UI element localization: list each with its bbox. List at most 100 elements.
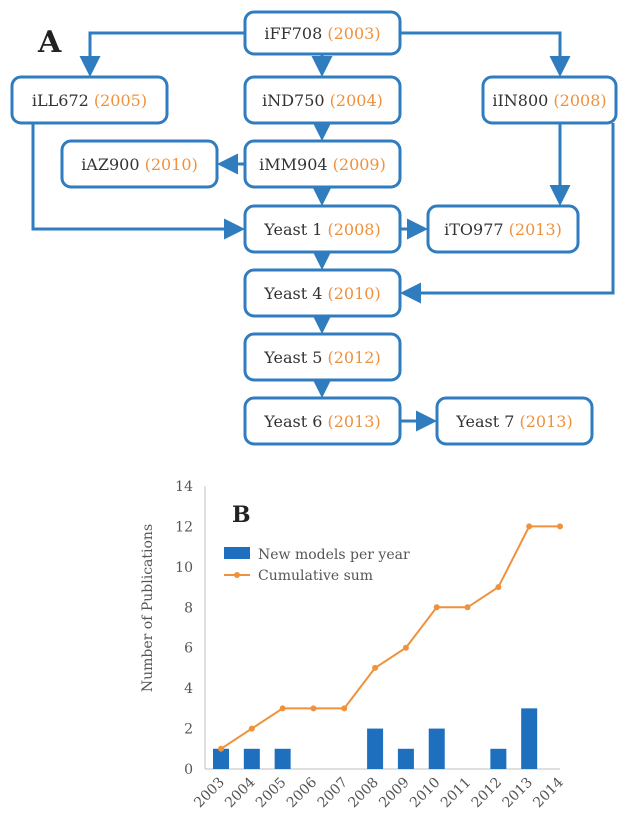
- publications-chart: B Number of Publications 0 2 4 6 8 10 12 14 2003…: [140, 479, 567, 812]
- node-yeast5: Yeast 5 (2012): [243, 332, 402, 382]
- cumulative-point-2009: [402, 644, 409, 651]
- node-name: Yeast 4: [263, 284, 322, 303]
- cumulative-line: [218, 523, 563, 752]
- edge-ill672-to-yeast1: [31, 123, 245, 240]
- node-box: [243, 75, 402, 125]
- cumulative-point-2004: [248, 725, 255, 732]
- node-box: [243, 396, 402, 446]
- cumulative-point-2008: [372, 664, 379, 671]
- edge-iff708-to-ill672: [79, 31, 245, 77]
- bar-2003: [213, 748, 229, 769]
- x-tick-label: 2011: [438, 775, 475, 812]
- cumulative-point-2007: [341, 705, 348, 712]
- model-lineage-diagram: A iFF708 (2003) iLL672 (2005) iND750 (2004…: [10, 10, 618, 446]
- node-name: Yeast 1: [263, 220, 322, 239]
- node-name: iTO977: [444, 220, 503, 239]
- edges: [31, 31, 615, 432]
- x-tick-label: 2014: [530, 774, 567, 811]
- x-tick-label: 2013: [499, 775, 536, 812]
- node-name: iAZ900: [81, 155, 139, 174]
- cumulative-point-2005: [279, 705, 286, 712]
- edge-iff708-to-iin800: [400, 31, 571, 77]
- y-tick-label: 6: [184, 641, 193, 657]
- legend-line-marker: [234, 572, 240, 578]
- node-year: (2008): [322, 220, 380, 239]
- bar-2012: [490, 748, 507, 769]
- node-yeast7: Yeast 7 (2013): [435, 396, 594, 446]
- node-ill672: iLL672 (2005): [10, 75, 169, 125]
- x-tick-label: 2010: [407, 775, 444, 812]
- node-box: [243, 139, 402, 189]
- node-year: (2013): [504, 220, 562, 239]
- x-tick-label: 2007: [315, 775, 352, 812]
- bar-2009: [397, 748, 414, 769]
- y-tick-label: 2: [184, 722, 193, 738]
- node-label: iMM904 (2009): [259, 155, 386, 174]
- node-name: iMM904: [259, 155, 327, 174]
- legend-bar-label: New models per year: [258, 547, 410, 563]
- node-box: [243, 268, 402, 318]
- x-tick-label: 2005: [253, 775, 290, 812]
- cumulative-point-2003: [218, 745, 224, 752]
- node-box: [426, 204, 580, 254]
- cumulative-point-2013: [526, 523, 533, 530]
- x-tick-label: 2006: [284, 774, 321, 811]
- cumulative-point-2012: [495, 584, 502, 591]
- y-axis-label: Number of Publications: [140, 524, 156, 692]
- nodes: iFF708 (2003) iLL672 (2005) iND750 (2004) i…: [10, 10, 618, 446]
- legend-line-label: Cumulative sum: [258, 568, 373, 584]
- node-box: [10, 75, 169, 125]
- node-name: iLL672: [32, 91, 89, 110]
- bar-2005: [274, 748, 291, 769]
- node-label: Yeast 5 (2012): [263, 348, 380, 367]
- y-tick-label: 0: [184, 762, 193, 778]
- node-year: (2013): [322, 412, 380, 431]
- y-tick-label: 14: [175, 479, 193, 495]
- cumulative-sum-line: [220, 525, 560, 750]
- x-tick-label: 2003: [191, 775, 228, 812]
- node-label: iIN800 (2008): [492, 91, 606, 110]
- node-yeast6: Yeast 6 (2013): [243, 396, 402, 446]
- y-tick-label: 10: [175, 560, 193, 576]
- node-name: Yeast 5: [263, 348, 322, 367]
- node-ito977: iTO977 (2013): [426, 204, 580, 254]
- node-year: (2009): [328, 155, 386, 174]
- node-name: Yeast 7: [455, 412, 514, 431]
- node-year: (2008): [548, 91, 606, 110]
- legend-bar-swatch: [224, 547, 250, 559]
- node-iff708: iFF708 (2003): [243, 10, 402, 56]
- node-yeast1: Yeast 1 (2008): [243, 204, 402, 254]
- node-label: iTO977 (2013): [444, 220, 562, 239]
- node-name: Yeast 6: [263, 412, 322, 431]
- node-imm904: iMM904 (2009): [243, 139, 402, 189]
- node-box: [435, 396, 594, 446]
- node-box: [481, 75, 618, 125]
- legend: New models per year Cumulative sum: [224, 547, 410, 584]
- node-box: [243, 204, 402, 254]
- node-label: iAZ900 (2010): [81, 155, 198, 174]
- y-tick-label: 8: [184, 600, 193, 616]
- node-year: (2010): [322, 284, 380, 303]
- x-tick-label: 2012: [469, 775, 506, 812]
- node-year: (2003): [322, 24, 380, 43]
- node-label: Yeast 7 (2013): [455, 412, 572, 431]
- cumulative-point-2010: [433, 604, 440, 611]
- node-box: [60, 139, 219, 189]
- axes: [204, 486, 560, 770]
- x-tick-label: 2008: [345, 775, 382, 812]
- node-yeast4: Yeast 4 (2010): [243, 268, 402, 318]
- cumulative-point-2011: [464, 604, 471, 611]
- x-tick-label: 2004: [222, 774, 259, 811]
- x-tick-label: 2009: [376, 775, 413, 812]
- node-box: [243, 10, 402, 56]
- node-iaz900: iAZ900 (2010): [60, 139, 219, 189]
- node-name: iIN800: [492, 91, 548, 110]
- node-label: iLL672 (2005): [32, 91, 147, 110]
- node-label: iFF708 (2003): [264, 24, 380, 43]
- node-label: Yeast 4 (2010): [263, 284, 380, 303]
- node-year: (2013): [514, 412, 572, 431]
- node-name: iFF708: [264, 24, 322, 43]
- node-ind750: iND750 (2004): [243, 75, 402, 125]
- bar-2013: [521, 708, 538, 769]
- node-label: Yeast 1 (2008): [263, 220, 380, 239]
